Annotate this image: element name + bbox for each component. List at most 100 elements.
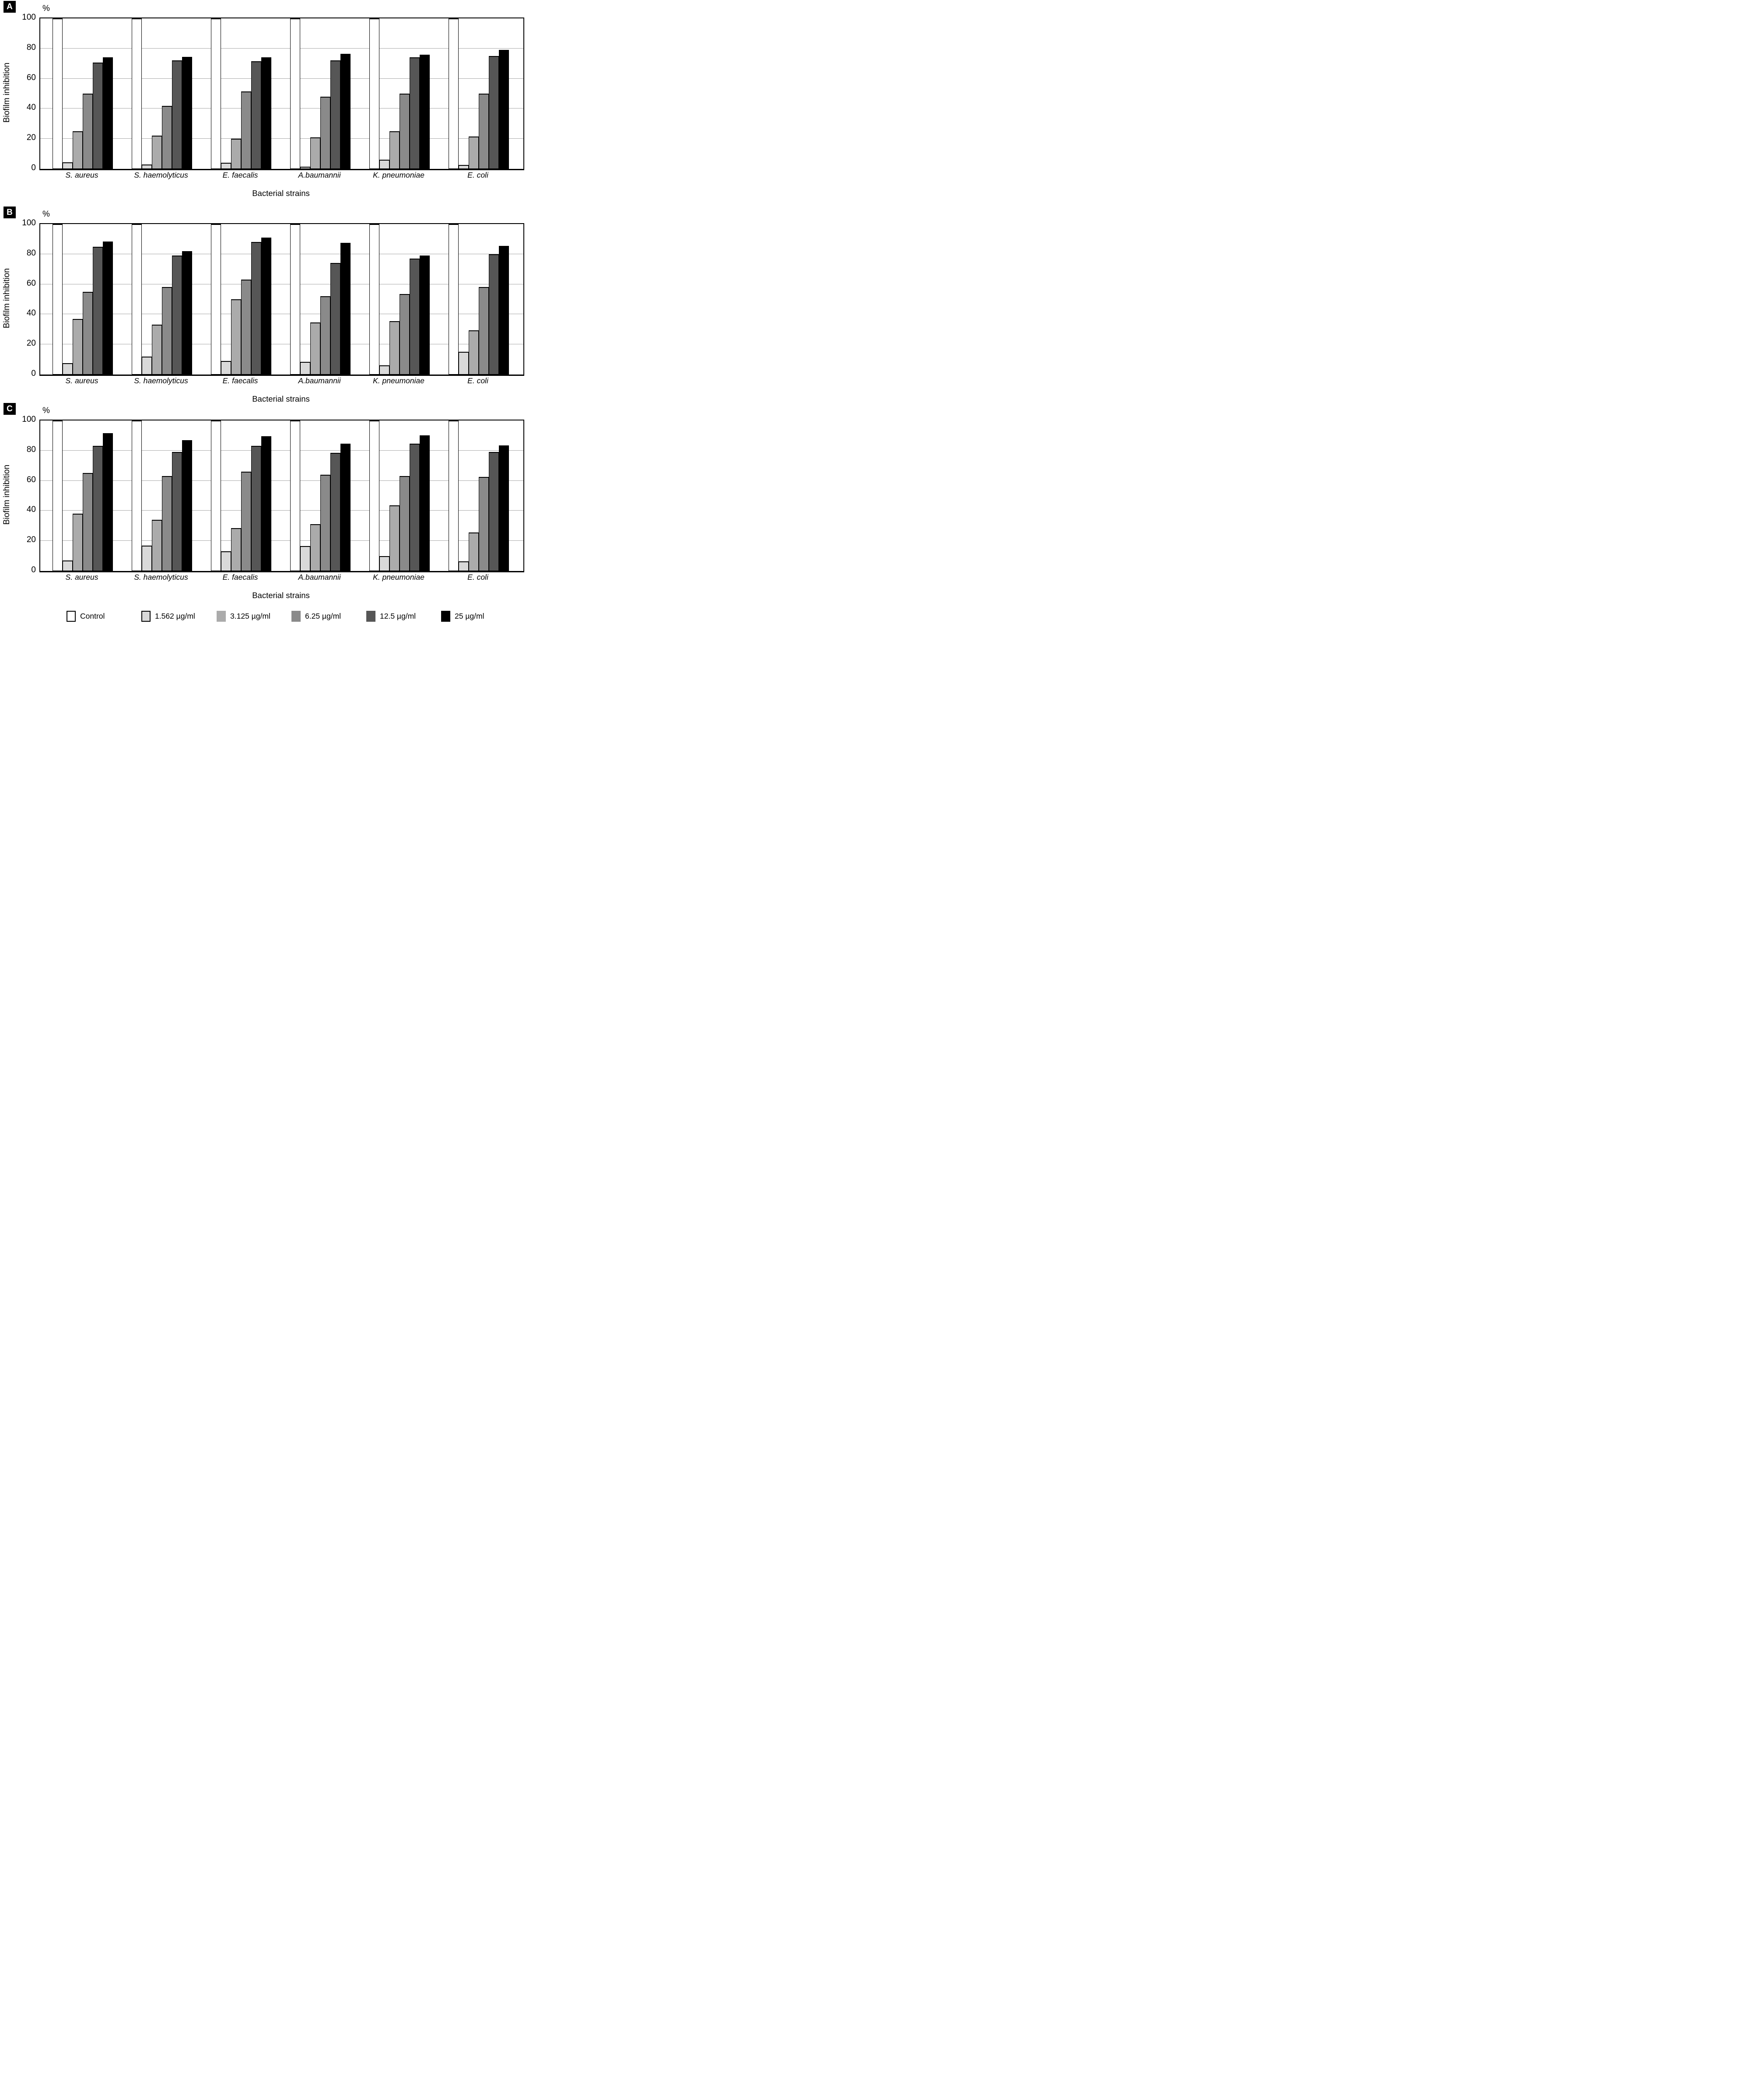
bar-a.baumannii-12.5-g-ml <box>330 452 340 571</box>
bar-k.-pneumoniae-25-g-ml <box>420 54 430 169</box>
y-axis-ticks: 0 20 40 60 80 100 <box>0 218 37 378</box>
bar-e.-faecalis-3.125-g-ml <box>231 139 241 169</box>
bar-a.baumannii-3.125-g-ml <box>310 322 320 375</box>
strain-label-e.-coli: E. coli <box>467 376 488 385</box>
bar-s.-aureus-6.25-g-ml <box>83 94 93 169</box>
plot-area <box>39 420 524 572</box>
y-tick-100: 100 <box>22 218 36 228</box>
strain-label-a.baumannii: A.baumannii <box>298 376 341 385</box>
legend-item-12.5-g-ml: 12.5 µg/ml <box>366 610 416 622</box>
bar-e.-faecalis-12.5-g-ml <box>251 61 261 169</box>
gridline-40 <box>40 510 523 511</box>
panel-letter-c: C <box>4 403 16 415</box>
bar-k.-pneumoniae-control <box>369 224 379 375</box>
legend-item-25-g-ml: 25 µg/ml <box>441 610 484 622</box>
bar-group-s.-haemolyticus <box>132 224 192 375</box>
bar-e.-coli-6.25-g-ml <box>479 94 489 169</box>
bar-s.-haemolyticus-6.25-g-ml <box>162 476 172 571</box>
bars-row <box>40 224 523 375</box>
bar-s.-haemolyticus-control <box>132 224 142 375</box>
y-axis-ticks: 0 20 40 60 80 100 <box>0 13 37 172</box>
strain-label-s.-haemolyticus: S. haemolyticus <box>134 573 188 581</box>
figure-biofilm-inhibition: A Biofilm inhibition % 0 20 40 60 80 100 S. a… <box>0 0 530 630</box>
bar-s.-aureus-control <box>53 18 63 169</box>
bar-a.baumannii-12.5-g-ml <box>330 60 340 169</box>
legend-swatch-control <box>67 610 76 622</box>
bar-e.-coli-25-g-ml <box>499 245 509 375</box>
bar-group-k.-pneumoniae <box>369 420 430 571</box>
bar-e.-faecalis-1.562-g-ml <box>221 551 231 571</box>
strain-label-s.-aureus: S. aureus <box>65 573 98 581</box>
bar-e.-coli-3.125-g-ml <box>469 330 479 375</box>
bar-a.baumannii-3.125-g-ml <box>310 137 320 169</box>
y-tick-80: 80 <box>26 248 36 258</box>
y-tick-100: 100 <box>22 13 36 22</box>
bar-e.-coli-control <box>449 420 459 571</box>
x-axis-title: Bacterial strains <box>252 189 310 198</box>
y-tick-0: 0 <box>31 565 36 574</box>
bar-s.-haemolyticus-3.125-g-ml <box>152 136 162 169</box>
bar-e.-faecalis-control <box>211 224 221 375</box>
bar-k.-pneumoniae-3.125-g-ml <box>389 505 400 571</box>
bars-row <box>40 420 523 571</box>
bar-e.-coli-6.25-g-ml <box>479 477 489 571</box>
legend-swatch-1.562-g-ml <box>141 610 151 622</box>
y-tick-20: 20 <box>26 339 36 348</box>
legend-item-6.25-g-ml: 6.25 µg/ml <box>291 610 341 622</box>
legend-item-3.125-g-ml: 3.125 µg/ml <box>217 610 270 622</box>
bar-e.-coli-control <box>449 224 459 375</box>
bar-a.baumannii-1.562-g-ml <box>300 166 310 169</box>
bar-e.-faecalis-12.5-g-ml <box>251 242 261 375</box>
legend-item-1.562-g-ml: 1.562 µg/ml <box>141 610 195 622</box>
legend: Control 1.562 µg/ml 3.125 µg/ml 6.25 µg/ml 1… <box>0 610 530 624</box>
bar-s.-aureus-12.5-g-ml <box>93 446 103 571</box>
strain-label-s.-aureus: S. aureus <box>65 376 98 385</box>
bar-e.-coli-1.562-g-ml <box>459 561 469 571</box>
bar-k.-pneumoniae-control <box>369 420 379 571</box>
y-tick-0: 0 <box>31 369 36 378</box>
y-tick-20: 20 <box>26 535 36 545</box>
bar-s.-aureus-1.562-g-ml <box>63 560 73 571</box>
bar-e.-faecalis-12.5-g-ml <box>251 446 261 571</box>
bar-k.-pneumoniae-1.562-g-ml <box>379 556 389 571</box>
y-tick-20: 20 <box>26 133 36 143</box>
bar-e.-coli-control <box>449 18 459 169</box>
y-tick-60: 60 <box>26 278 36 288</box>
panel-b: B Biofilm inhibition % 0 20 40 60 80 100 S. a… <box>0 207 530 410</box>
gridline-80 <box>40 48 523 49</box>
plot-area <box>39 223 524 376</box>
plot-area <box>39 18 524 170</box>
bar-s.-haemolyticus-1.562-g-ml <box>142 164 152 169</box>
bar-e.-coli-1.562-g-ml <box>459 352 469 375</box>
bar-s.-haemolyticus-control <box>132 18 142 169</box>
bar-s.-aureus-control <box>53 420 63 571</box>
bar-s.-aureus-25-g-ml <box>103 57 113 169</box>
bar-a.baumannii-6.25-g-ml <box>320 474 330 571</box>
bar-s.-aureus-12.5-g-ml <box>93 63 103 169</box>
bar-s.-haemolyticus-1.562-g-ml <box>142 356 152 375</box>
bar-k.-pneumoniae-control <box>369 18 379 169</box>
bar-e.-coli-3.125-g-ml <box>469 532 479 571</box>
bar-group-s.-aureus <box>53 224 113 375</box>
bar-e.-coli-3.125-g-ml <box>469 137 479 169</box>
bar-s.-haemolyticus-1.562-g-ml <box>142 545 152 571</box>
bar-k.-pneumoniae-6.25-g-ml <box>400 94 410 169</box>
bar-k.-pneumoniae-6.25-g-ml <box>400 476 410 571</box>
panel-letter-a: A <box>4 1 16 13</box>
bar-group-e.-coli <box>449 18 509 169</box>
panel-c: C Biofilm inhibition % 0 20 40 60 80 100 S. a… <box>0 403 530 607</box>
bar-group-e.-coli <box>449 224 509 375</box>
y-axis-unit-label: % <box>42 210 50 219</box>
bar-a.baumannii-control <box>290 224 300 375</box>
legend-swatch-12.5-g-ml <box>366 610 375 622</box>
bar-e.-faecalis-control <box>211 420 221 571</box>
bar-e.-faecalis-3.125-g-ml <box>231 299 241 375</box>
y-tick-0: 0 <box>31 163 36 172</box>
bar-e.-faecalis-3.125-g-ml <box>231 528 241 571</box>
panel-letter-b: B <box>4 207 16 218</box>
bar-e.-faecalis-25-g-ml <box>261 436 271 571</box>
bar-group-a.baumannii <box>290 224 351 375</box>
bar-group-a.baumannii <box>290 18 351 169</box>
bar-a.baumannii-6.25-g-ml <box>320 296 330 375</box>
legend-item-control: Control <box>67 610 105 622</box>
